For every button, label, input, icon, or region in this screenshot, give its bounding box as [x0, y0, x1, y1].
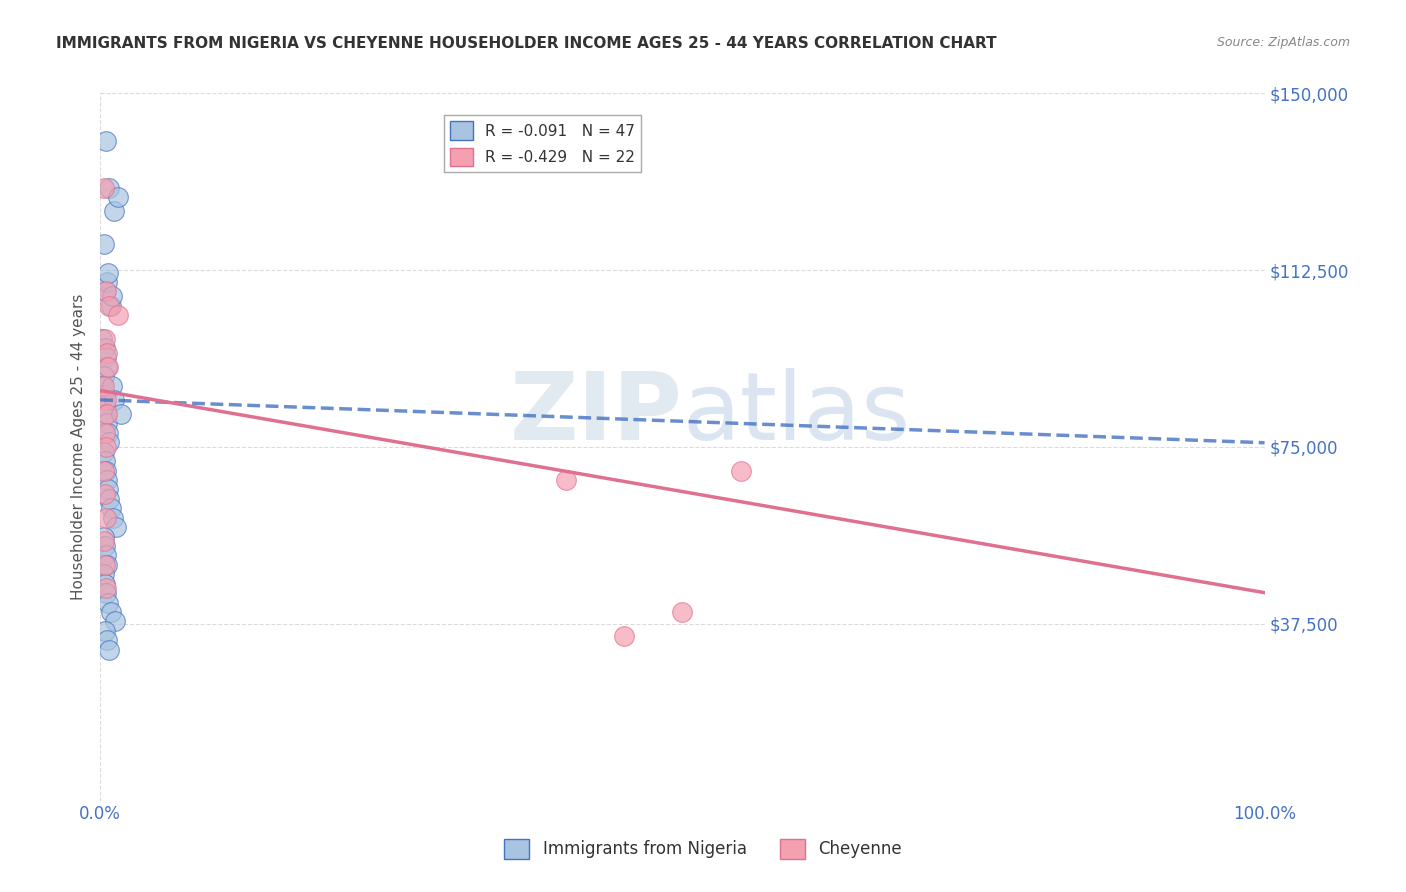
- Point: [93, 534, 115, 549]
- Point: [103, 204, 125, 219]
- Point: [100, 378, 122, 392]
- Y-axis label: Householder Income Ages 25 - 44 years: Householder Income Ages 25 - 44 years: [72, 293, 86, 600]
- Point: [98, 180, 121, 194]
- Text: IMMIGRANTS FROM NIGERIA VS CHEYENNE HOUSEHOLDER INCOME AGES 25 - 44 YEARS CORREL: IMMIGRANTS FROM NIGERIA VS CHEYENNE HOUS…: [56, 36, 997, 51]
- Point: [613, 629, 636, 643]
- Point: [94, 285, 117, 299]
- Point: [94, 285, 117, 299]
- Point: [97, 359, 120, 374]
- Point: [100, 289, 122, 303]
- Point: [96, 359, 118, 374]
- Legend: Immigrants from Nigeria, Cheyenne: Immigrants from Nigeria, Cheyenne: [498, 832, 908, 866]
- Point: [93, 180, 115, 194]
- Point: [91, 332, 114, 346]
- Point: [94, 558, 117, 572]
- Point: [93, 369, 115, 384]
- Text: ZIP: ZIP: [509, 368, 682, 460]
- Point: [100, 605, 122, 619]
- Point: [96, 417, 118, 431]
- Point: [94, 407, 117, 421]
- Point: [96, 633, 118, 648]
- Point: [104, 615, 127, 629]
- Point: [93, 567, 115, 582]
- Point: [93, 237, 115, 252]
- Legend: R = -0.091   N = 47, R = -0.429   N = 22: R = -0.091 N = 47, R = -0.429 N = 22: [444, 115, 641, 172]
- Point: [94, 398, 117, 412]
- Point: [93, 378, 115, 392]
- Point: [96, 473, 118, 487]
- Point: [98, 642, 121, 657]
- Point: [94, 539, 117, 553]
- Point: [94, 586, 117, 600]
- Point: [98, 435, 121, 450]
- Point: [94, 134, 117, 148]
- Point: [94, 549, 117, 563]
- Point: [93, 530, 115, 544]
- Point: [94, 332, 117, 346]
- Text: Source: ZipAtlas.com: Source: ZipAtlas.com: [1216, 36, 1350, 49]
- Point: [107, 308, 129, 322]
- Text: atlas: atlas: [682, 368, 911, 460]
- Point: [94, 440, 117, 454]
- Point: [93, 464, 115, 478]
- Point: [96, 345, 118, 359]
- Point: [97, 483, 120, 497]
- Point: [91, 378, 114, 392]
- Point: [94, 392, 117, 407]
- Point: [94, 624, 117, 638]
- Point: [671, 605, 693, 619]
- Point: [94, 464, 117, 478]
- Point: [94, 425, 117, 440]
- Point: [101, 510, 124, 524]
- Point: [97, 266, 120, 280]
- Point: [98, 299, 121, 313]
- Point: [730, 464, 752, 478]
- Point: [110, 407, 132, 421]
- Point: [94, 576, 117, 591]
- Point: [94, 510, 117, 524]
- Point: [107, 190, 129, 204]
- Point: [98, 491, 121, 506]
- Point: [94, 582, 117, 596]
- Point: [97, 596, 120, 610]
- Point: [96, 558, 118, 572]
- Point: [93, 388, 115, 402]
- Point: [103, 392, 125, 407]
- Point: [97, 425, 120, 440]
- Point: [96, 275, 118, 289]
- Point: [100, 501, 122, 516]
- Point: [554, 473, 576, 487]
- Point: [94, 487, 117, 501]
- Point: [94, 351, 117, 365]
- Point: [94, 454, 117, 468]
- Point: [94, 341, 117, 355]
- Point: [96, 407, 118, 421]
- Point: [105, 520, 128, 534]
- Point: [93, 444, 115, 458]
- Point: [100, 299, 122, 313]
